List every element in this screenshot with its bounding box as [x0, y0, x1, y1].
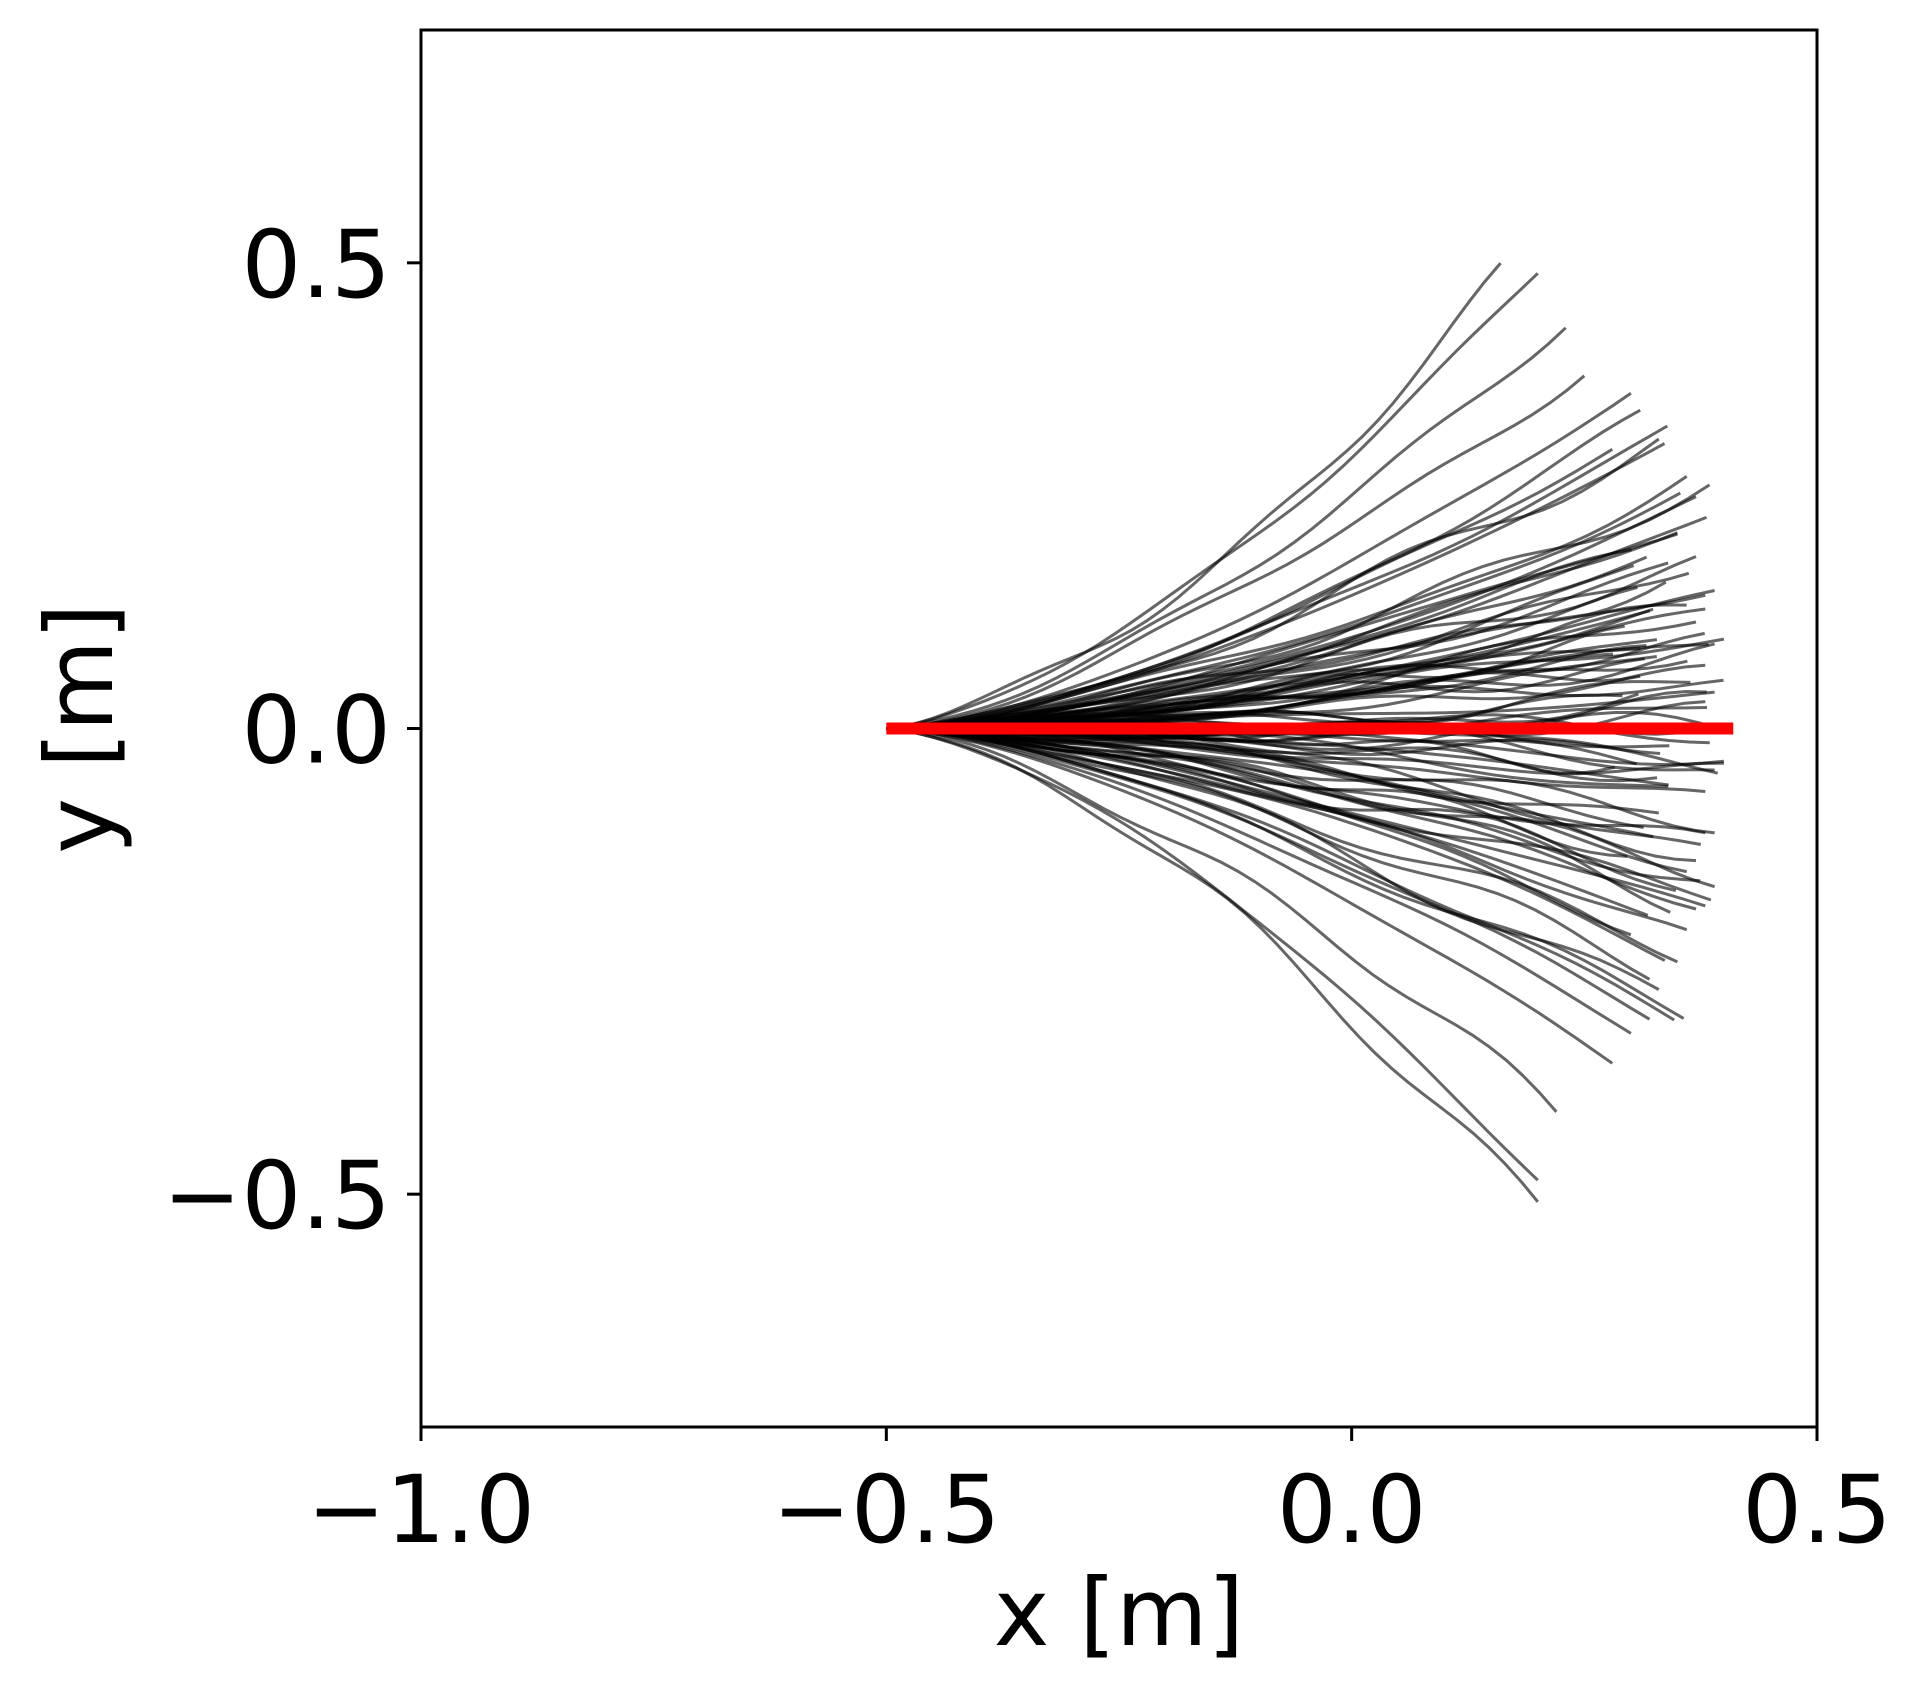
trajectory-line [886, 580, 1667, 730]
y-axis-label: y [m] [26, 603, 135, 853]
y-axis-ticks: −0.5 0.0 0.5 [163, 211, 421, 1251]
trajectory-line [886, 727, 1702, 846]
x-tick-label: 0.5 [1742, 1456, 1892, 1565]
trajectory-line [886, 374, 1586, 730]
trajectory-line [886, 727, 1539, 1203]
trajectory-line [886, 571, 1690, 730]
trajectory-line [886, 727, 1697, 911]
trajectory-line [886, 408, 1641, 730]
trajectory-line [886, 727, 1685, 1020]
x-tick-label: 0.0 [1277, 1456, 1427, 1565]
trajectory-line [886, 727, 1706, 908]
trajectory-line [886, 326, 1567, 730]
x-tick-label: −0.5 [772, 1456, 1000, 1565]
trajectory-line [886, 727, 1614, 1065]
x-tick-label: −1.0 [307, 1456, 535, 1565]
trajectory-line [886, 727, 1677, 893]
y-tick-label: 0.5 [242, 211, 392, 320]
trajectory-line [886, 262, 1502, 730]
trajectory-line [886, 727, 1644, 829]
trajectory-line [886, 491, 1682, 730]
trajectory-line [886, 727, 1558, 1113]
x-axis-label: x [m] [994, 1559, 1244, 1668]
y-tick-label: −0.5 [163, 1142, 391, 1251]
trajectory-line [886, 424, 1669, 730]
y-tick-label: 0.0 [242, 677, 392, 786]
trajectory-line [886, 727, 1632, 1035]
x-axis-ticks: −1.0 −0.5 0.0 0.5 [307, 1427, 1892, 1565]
trajectory-line [886, 442, 1666, 730]
